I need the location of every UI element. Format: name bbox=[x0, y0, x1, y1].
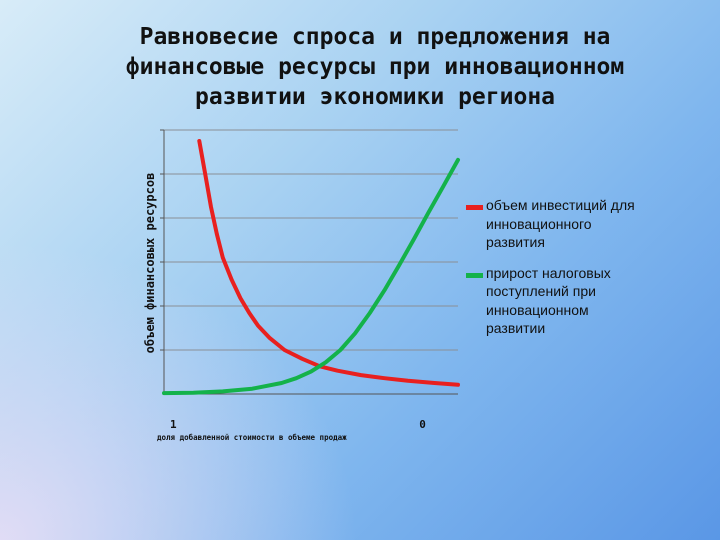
axis-labels: 1 0 доля добавленной стоимости в объеме пр… bbox=[157, 418, 426, 442]
chart-title: Равновесие спроса и предложения на финан… bbox=[60, 22, 690, 112]
x-tick-label-2: 0 bbox=[419, 418, 426, 431]
series-line-2 bbox=[162, 157, 460, 396]
grid-lines bbox=[160, 129, 458, 351]
x-tick-label-1: 1 bbox=[170, 418, 177, 431]
legend-swatch-red bbox=[466, 205, 483, 210]
series-lines bbox=[162, 139, 460, 396]
legend-item-investment: объем инвестиций для инновационного разв… bbox=[466, 196, 636, 252]
chart-title-line-1: Равновесие спроса и предложения на bbox=[139, 24, 611, 50]
legend-item-tax: прирост налоговых поступлений при иннова… bbox=[466, 264, 636, 338]
axes bbox=[163, 130, 458, 395]
legend-label-investment: объем инвестиций для инновационного разв… bbox=[486, 197, 635, 250]
legend-swatch-green bbox=[466, 272, 483, 278]
legend-label-tax: прирост налоговых поступлений при иннова… bbox=[486, 264, 611, 337]
chart-title-line-2: финансовые ресурсы при инновационном bbox=[125, 54, 625, 80]
series-line-1 bbox=[197, 139, 460, 387]
chart-title-line-3: развитии экономики региона bbox=[194, 84, 556, 110]
x-axis-label: доля добавленной стоимости в объеме прод… bbox=[157, 433, 347, 442]
legend: объем инвестиций для инновационного разв… bbox=[466, 196, 636, 350]
